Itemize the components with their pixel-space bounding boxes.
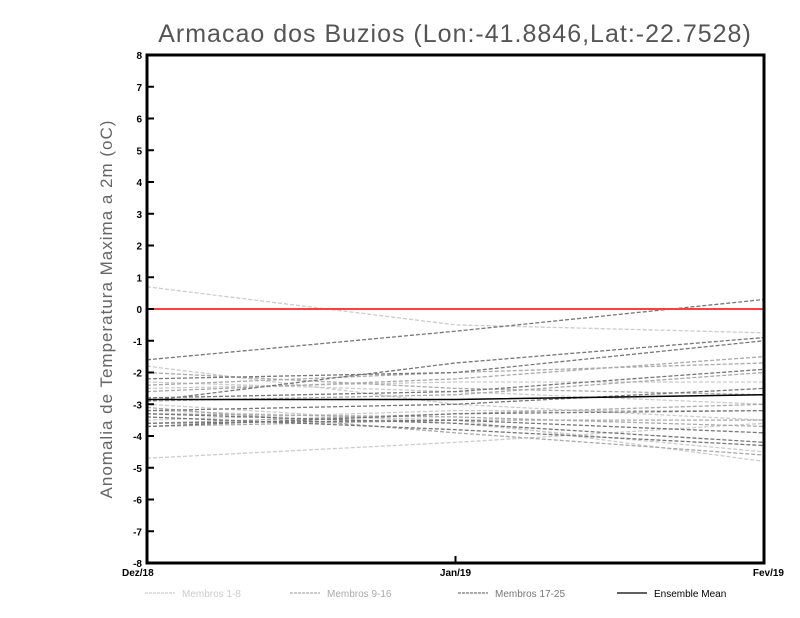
legend-item: Membros 17-25 — [458, 589, 565, 600]
legend-item: Membros 1-8 — [145, 589, 241, 600]
x-tick-label: Dez/18 — [122, 568, 154, 579]
y-tick-label: 1 — [136, 273, 142, 284]
y-tick-label: 8 — [136, 51, 142, 62]
member-line-2-7 — [146, 368, 765, 399]
y-tick-label: 3 — [136, 210, 142, 221]
member-line-0-2 — [146, 422, 765, 459]
member-line-1-2 — [146, 413, 765, 428]
legend-label: Membros 17-25 — [495, 589, 565, 600]
member-line-2-4 — [146, 340, 765, 380]
legend-label: Ensemble Mean — [654, 589, 726, 600]
y-tick-label: 5 — [136, 146, 142, 157]
y-tick-label: 2 — [136, 242, 142, 253]
y-tick-label: -1 — [133, 337, 142, 348]
x-tick-label: Jan/19 — [440, 568, 472, 579]
member-line-2-6 — [146, 416, 765, 447]
member-line-2-8 — [146, 419, 765, 434]
y-tick-label: 7 — [136, 83, 142, 94]
member-line-0-1 — [146, 286, 765, 334]
y-tick-label: 6 — [136, 115, 142, 126]
y-tick-label: -7 — [133, 527, 142, 538]
legend-item: Membros 9-16 — [290, 589, 392, 600]
member-line-1-5 — [146, 406, 765, 456]
member-line-2-3 — [146, 387, 765, 412]
y-tick-label: -8 — [133, 559, 142, 570]
y-tick-label: -4 — [133, 432, 142, 443]
ensemble-mean-line — [147, 393, 765, 401]
y-tick-label: -3 — [133, 400, 142, 411]
member-line-1-8 — [146, 355, 765, 393]
member-line-1-4 — [146, 371, 765, 396]
y-tick-label: 0 — [136, 305, 142, 316]
y-tick-label: -6 — [133, 496, 142, 507]
y-tick-label: -2 — [133, 369, 142, 380]
member-line-0-8 — [146, 365, 765, 421]
y-tick-label: 4 — [136, 178, 142, 189]
y-tick-label: -5 — [133, 464, 142, 475]
legend-label: Membros 9-16 — [327, 589, 392, 600]
y-axis-label: Anomalia de Temperatura Maxima a 2m (oC) — [97, 120, 116, 499]
member-line-0-6 — [146, 381, 764, 390]
x-tick-label: Fev/19 — [753, 568, 785, 579]
member-line-2-2 — [146, 336, 765, 402]
legend-item: Ensemble Mean — [617, 589, 726, 600]
member-line-2-9 — [146, 413, 765, 443]
legend-label: Membros 1-8 — [182, 589, 241, 600]
member-line-2-1 — [146, 298, 765, 361]
chart-title: Armacao dos Buzios (Lon:-41.8846,Lat:-22… — [158, 20, 752, 48]
